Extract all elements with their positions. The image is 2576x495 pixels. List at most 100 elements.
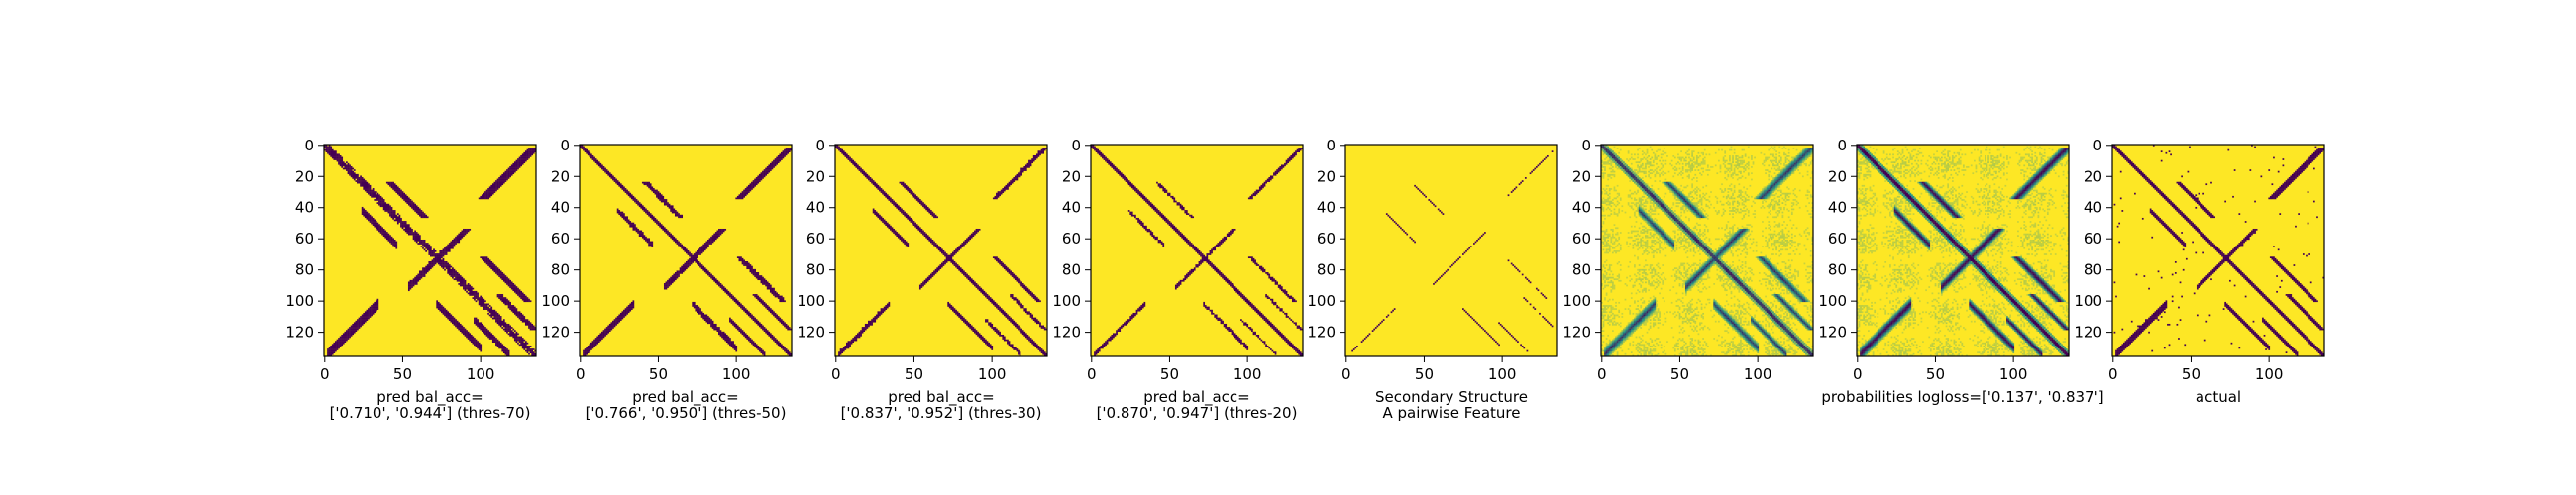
heatmap-cell bbox=[961, 269, 963, 271]
heatmap-cell bbox=[965, 242, 967, 244]
heatmap-cell bbox=[337, 160, 339, 162]
heatmap-cell bbox=[631, 226, 633, 228]
heatmap-cell bbox=[589, 152, 590, 154]
heatmap-cell bbox=[516, 313, 518, 315]
heatmap-cell bbox=[656, 223, 658, 225]
heatmap-cell bbox=[419, 272, 421, 274]
heatmap-cell bbox=[363, 321, 365, 323]
heatmap-cell bbox=[370, 310, 372, 312]
heatmap-cell bbox=[873, 182, 875, 184]
heatmap-cell bbox=[357, 177, 359, 179]
heatmap-cell bbox=[487, 188, 489, 190]
heatmap-cell bbox=[995, 327, 997, 329]
heatmap-cell bbox=[734, 324, 736, 326]
heatmap-cell bbox=[484, 256, 486, 258]
heatmap-cell bbox=[710, 322, 712, 324]
heatmap-cell bbox=[876, 213, 878, 215]
heatmap-cell bbox=[474, 321, 476, 323]
heatmap-cell bbox=[916, 198, 918, 200]
heatmap-cell bbox=[603, 168, 605, 170]
heatmap-cell bbox=[776, 315, 778, 317]
heatmap-cell bbox=[505, 280, 507, 282]
heatmap-cell bbox=[874, 185, 876, 187]
heatmap-cell bbox=[958, 246, 960, 248]
heatmap-cell bbox=[1108, 160, 1110, 162]
heatmap-cell bbox=[421, 210, 423, 212]
heatmap-cell bbox=[583, 350, 585, 352]
heatmap-cell bbox=[993, 304, 995, 306]
heatmap-cell bbox=[495, 319, 497, 321]
y-tick-label: 40 bbox=[806, 199, 825, 217]
heatmap-cell bbox=[629, 307, 631, 309]
heatmap-cell bbox=[395, 248, 397, 249]
heatmap-cell bbox=[1031, 296, 1033, 298]
heatmap-cell bbox=[1300, 149, 1302, 151]
heatmap-cell bbox=[522, 155, 524, 157]
heatmap-cell bbox=[497, 183, 499, 185]
heatmap-cell bbox=[859, 337, 861, 339]
heatmap-cell bbox=[623, 218, 625, 220]
heatmap-cell bbox=[879, 313, 881, 315]
heatmap-cell bbox=[1001, 261, 1003, 263]
heatmap-cell bbox=[843, 152, 845, 154]
heatmap-cell bbox=[522, 160, 524, 162]
heatmap-cell bbox=[699, 266, 701, 268]
heatmap-cell bbox=[726, 338, 728, 340]
heatmap-cell bbox=[436, 304, 438, 306]
heatmap-cell bbox=[935, 246, 937, 248]
heatmap-cell bbox=[397, 216, 399, 218]
heatmap-cell bbox=[433, 261, 435, 263]
heatmap-cell bbox=[846, 346, 848, 347]
heatmap-cell bbox=[449, 274, 451, 276]
heatmap-cell bbox=[483, 327, 485, 329]
heatmap-cell bbox=[421, 216, 423, 218]
heatmap-cell bbox=[1031, 292, 1033, 294]
heatmap-cell bbox=[487, 307, 489, 309]
heatmap-cell bbox=[332, 353, 334, 355]
heatmap-cell bbox=[1031, 315, 1033, 317]
heatmap-cell bbox=[633, 198, 635, 200]
heatmap-cell bbox=[707, 246, 709, 248]
heatmap-cell bbox=[1033, 296, 1035, 298]
heatmap-cell bbox=[417, 243, 419, 245]
heatmap-cell bbox=[400, 226, 402, 228]
heatmap-cell bbox=[838, 147, 840, 148]
heatmap-cell bbox=[713, 324, 715, 326]
heatmap-cell bbox=[355, 329, 357, 331]
heatmap-cell bbox=[498, 272, 500, 274]
heatmap-cell bbox=[954, 263, 956, 265]
heatmap-cell bbox=[359, 327, 361, 329]
heatmap-cell bbox=[452, 316, 454, 318]
heatmap-cell bbox=[1034, 344, 1036, 346]
heatmap-cell bbox=[952, 253, 954, 255]
heatmap-cell bbox=[523, 299, 525, 301]
heatmap-cell bbox=[882, 220, 884, 222]
heatmap-cell bbox=[512, 308, 514, 310]
heatmap-cell bbox=[710, 237, 712, 239]
heatmap-cell bbox=[514, 286, 516, 288]
heatmap-cell bbox=[388, 183, 390, 185]
heatmap-cell bbox=[391, 209, 393, 211]
heatmap-cell bbox=[1007, 267, 1009, 269]
heatmap-cell bbox=[422, 243, 424, 245]
heatmap-cell bbox=[993, 198, 995, 200]
heatmap-cell bbox=[631, 308, 633, 310]
heatmap-cell bbox=[863, 171, 865, 173]
heatmap-cell bbox=[707, 322, 709, 324]
heatmap-cell bbox=[376, 305, 377, 307]
heatmap-cell bbox=[487, 193, 489, 195]
heatmap-cell bbox=[359, 324, 361, 326]
heatmap-cell bbox=[678, 242, 680, 244]
heatmap-cell bbox=[403, 199, 405, 201]
heatmap-cell bbox=[471, 286, 473, 288]
heatmap-cell bbox=[340, 161, 342, 163]
heatmap-cell bbox=[757, 322, 759, 324]
heatmap-cell bbox=[849, 160, 851, 162]
heatmap-cell bbox=[860, 169, 862, 171]
heatmap-cell bbox=[628, 311, 630, 313]
heatmap-cell bbox=[684, 266, 686, 268]
heatmap-cell bbox=[838, 149, 840, 151]
heatmap-cell bbox=[1041, 327, 1043, 329]
heatmap-cell bbox=[697, 250, 698, 252]
heatmap-cell bbox=[645, 237, 647, 239]
